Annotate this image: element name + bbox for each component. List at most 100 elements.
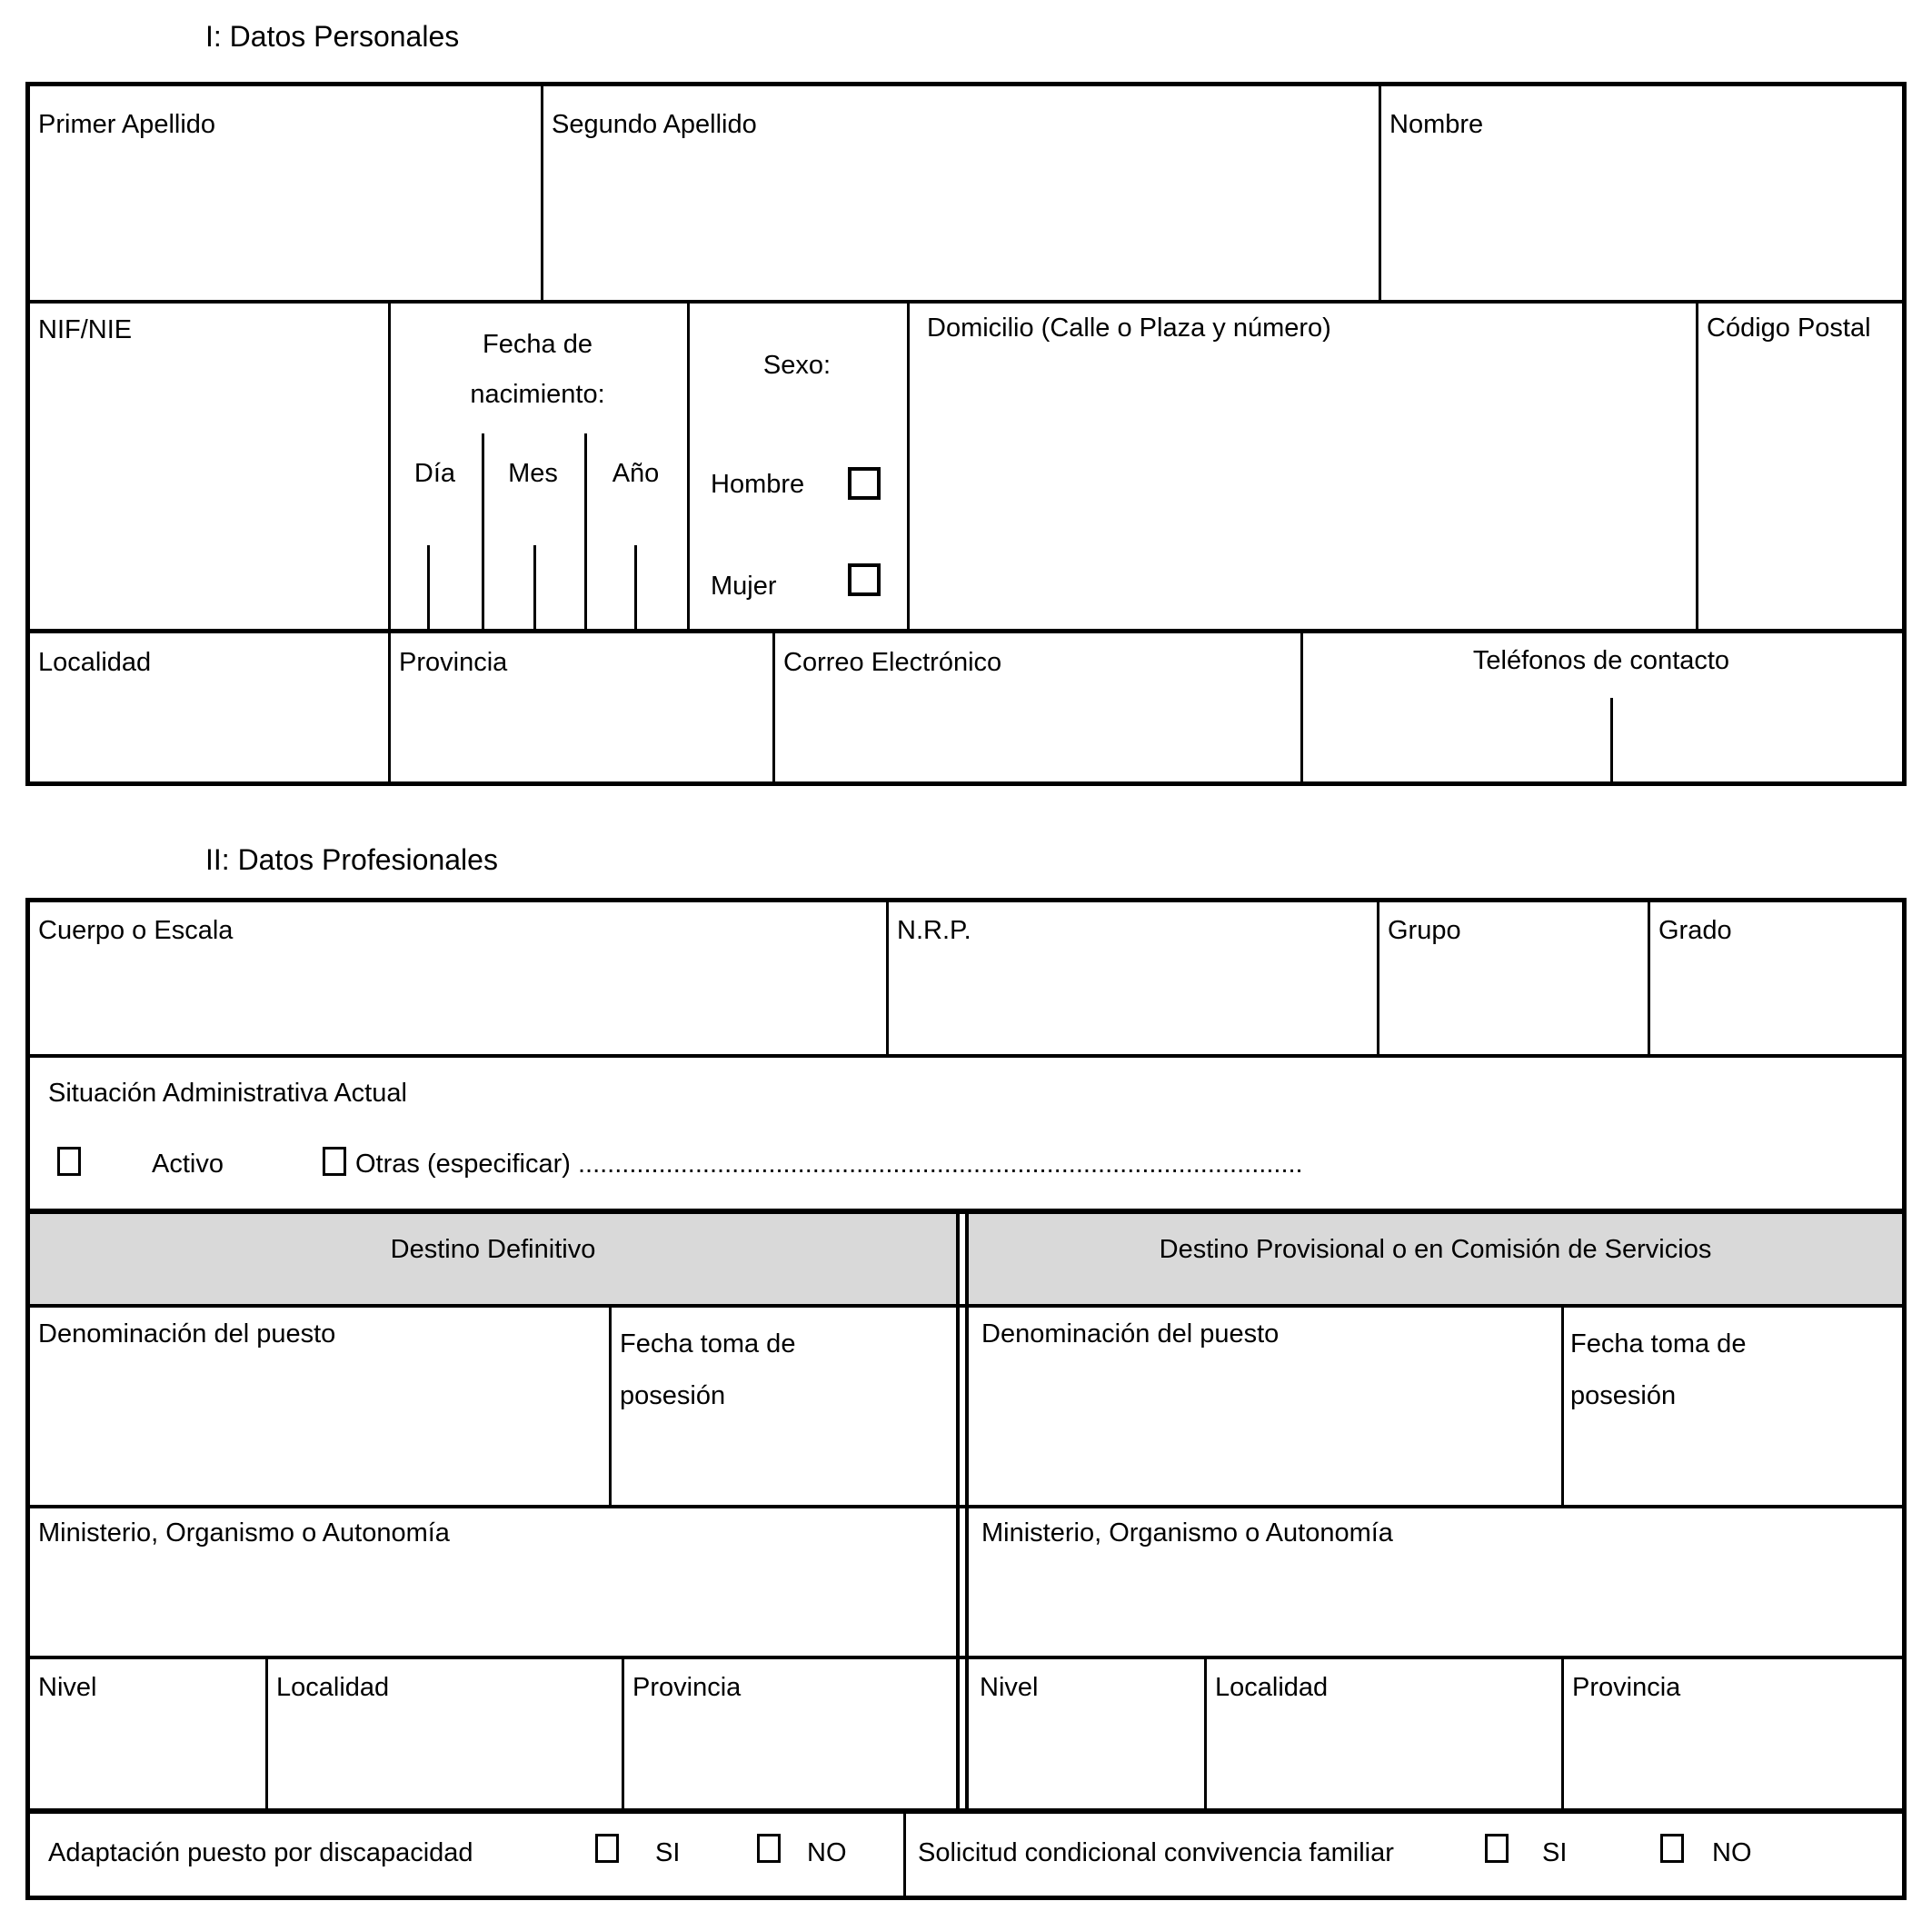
destino-provisional-header: Destino Provisional o en Comisión de Ser…: [1159, 1235, 1712, 1264]
grid-line: [388, 633, 391, 781]
grid-line: [1561, 1659, 1564, 1808]
grid-line: [772, 633, 775, 781]
grid-line: [388, 304, 391, 629]
segundo-apellido-label: Segundo Apellido: [552, 110, 757, 139]
solicitud-si-label: SI: [1542, 1838, 1568, 1867]
date-tick-line: [427, 545, 430, 629]
destino-provisional-header-bg: [969, 1214, 1902, 1304]
double-divider-line: [965, 1214, 969, 1808]
solicitud-label: Solicitud condicional convivencia famili…: [918, 1838, 1394, 1867]
grado-field[interactable]: [1652, 959, 1899, 1050]
situacion-label: Situación Administrativa Actual: [48, 1079, 407, 1108]
domicilio-field[interactable]: [911, 363, 1693, 625]
correo-field[interactable]: [778, 686, 1297, 777]
adaptacion-no-checkbox[interactable]: [757, 1834, 781, 1863]
grid-line: [30, 1209, 1902, 1214]
grid-line: [622, 1659, 624, 1808]
nombre-label: Nombre: [1389, 110, 1484, 139]
primer-apellido-field[interactable]: [32, 145, 536, 295]
sexo-label: Sexo:: [762, 351, 832, 380]
otras-label: Otras (especificar): [355, 1150, 578, 1179]
grid-line: [1379, 86, 1381, 300]
localidad-provisional-label: Localidad: [1215, 1673, 1329, 1702]
localidad-definitivo-field[interactable]: [271, 1713, 619, 1806]
anio-label: Año: [612, 459, 660, 488]
grid-line: [886, 902, 889, 1054]
codigo-postal-label: Código Postal: [1707, 314, 1871, 343]
adaptacion-si-label: SI: [655, 1838, 681, 1867]
nif-field[interactable]: [32, 363, 384, 625]
correo-label: Correo Electrónico: [783, 648, 1002, 677]
solicitud-si-checkbox[interactable]: [1485, 1834, 1509, 1863]
provincia-field[interactable]: [393, 686, 769, 777]
localidad-provisional-field[interactable]: [1210, 1713, 1559, 1806]
provincia-label: Provincia: [399, 648, 508, 677]
grid-line: [265, 1659, 268, 1808]
cuerpo-field[interactable]: [32, 959, 883, 1050]
telefonos-field[interactable]: [1306, 686, 1901, 777]
section1-title: I: Datos Personales: [205, 20, 460, 53]
localidad-field[interactable]: [32, 686, 384, 777]
otras-checkbox[interactable]: [323, 1147, 346, 1176]
provincia-definitivo-field[interactable]: [627, 1713, 953, 1806]
provincia-provisional-field[interactable]: [1566, 1713, 1899, 1806]
grid-line: [1648, 902, 1650, 1054]
localidad-definitivo-label: Localidad: [276, 1673, 390, 1702]
ministerio-definitivo-field[interactable]: [32, 1558, 953, 1653]
nivel-provisional-label: Nivel: [980, 1673, 1039, 1702]
nombre-field[interactable]: [1383, 145, 1899, 295]
fecha-nacimiento-field[interactable]: [391, 550, 684, 627]
mujer-checkbox[interactable]: [848, 563, 881, 596]
otras-line: Otras (especificar) ....................…: [355, 1149, 1303, 1179]
grid-line: [1300, 633, 1303, 781]
denominacion-provisional-label: Denominación del puesto: [981, 1319, 1280, 1349]
section2-title: II: Datos Profesionales: [205, 843, 498, 876]
mujer-label: Mujer: [711, 572, 777, 601]
grid-line: [30, 1054, 1902, 1058]
hombre-checkbox[interactable]: [848, 467, 881, 500]
nivel-definitivo-label: Nivel: [38, 1673, 97, 1702]
grid-line: [30, 300, 1902, 304]
codigo-postal-field[interactable]: [1701, 363, 1899, 625]
hombre-label: Hombre: [711, 470, 805, 499]
date-tick-line: [634, 545, 637, 629]
solicitud-no-label: NO: [1712, 1838, 1752, 1867]
denominacion-definitivo-label: Denominación del puesto: [38, 1319, 336, 1349]
adaptacion-si-checkbox[interactable]: [595, 1834, 619, 1863]
denominacion-provisional-field[interactable]: [971, 1363, 1559, 1501]
nrp-field[interactable]: [891, 959, 1374, 1050]
grid-line: [30, 1808, 1902, 1814]
activo-label: Activo: [152, 1150, 224, 1179]
nrp-label: N.R.P.: [897, 916, 971, 945]
fecha-toma-provisional-field[interactable]: [1566, 1431, 1899, 1502]
grid-line: [907, 304, 910, 629]
dia-label: Día: [413, 459, 456, 488]
fecha-toma-definitivo-field[interactable]: [613, 1431, 953, 1502]
provincia-provisional-label: Provincia: [1572, 1673, 1681, 1702]
localidad-label: Localidad: [38, 648, 152, 677]
destino-definitivo-header-bg: [30, 1214, 956, 1304]
telefonos-label: Teléfonos de contacto: [1472, 646, 1730, 675]
datos-profesionales-table: [25, 898, 1907, 1900]
activo-checkbox[interactable]: [57, 1147, 81, 1176]
provincia-definitivo-label: Provincia: [632, 1673, 742, 1702]
destino-definitivo-header: Destino Definitivo: [390, 1235, 596, 1264]
nivel-provisional-field[interactable]: [971, 1713, 1201, 1806]
cuerpo-label: Cuerpo o Escala: [38, 916, 234, 945]
adaptacion-no-label: NO: [807, 1838, 847, 1867]
denominacion-definitivo-field[interactable]: [32, 1363, 606, 1501]
adaptacion-label: Adaptación puesto por discapacidad: [48, 1838, 473, 1867]
grid-line: [687, 304, 690, 629]
solicitud-no-checkbox[interactable]: [1660, 1834, 1684, 1863]
nivel-definitivo-field[interactable]: [32, 1713, 263, 1806]
fecha-nacimiento-label: Fecha de nacimiento:: [388, 320, 687, 420]
grid-line: [1561, 1308, 1564, 1505]
otras-dots-line[interactable]: ........................................…: [577, 1150, 1303, 1179]
ministerio-provisional-field[interactable]: [971, 1558, 1899, 1653]
grid-line: [609, 1308, 612, 1505]
domicilio-label: Domicilio (Calle o Plaza y número): [927, 314, 1331, 343]
grupo-field[interactable]: [1381, 959, 1645, 1050]
grupo-label: Grupo: [1388, 916, 1461, 945]
grid-line: [541, 86, 543, 300]
segundo-apellido-field[interactable]: [545, 145, 1374, 295]
